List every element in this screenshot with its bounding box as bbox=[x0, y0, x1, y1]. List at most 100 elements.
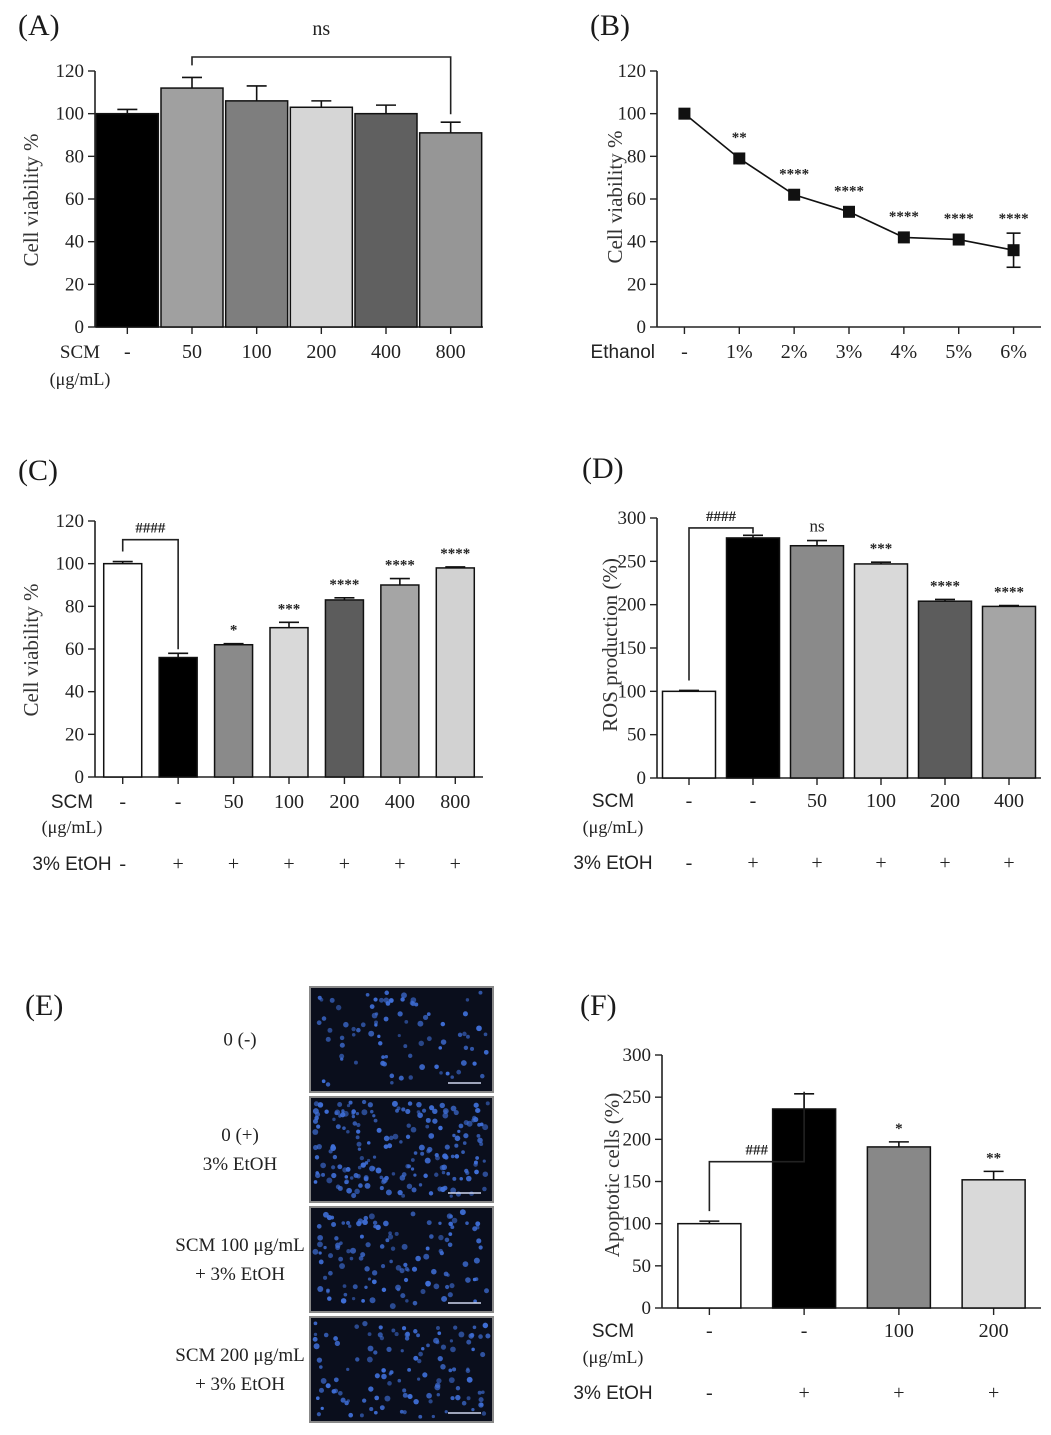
nucleus bbox=[331, 1221, 337, 1227]
nucleus bbox=[459, 1209, 466, 1216]
y-tick-label: 100 bbox=[56, 554, 85, 575]
bar bbox=[435, 567, 476, 778]
x-category-label: - bbox=[801, 1320, 808, 1342]
nucleus bbox=[318, 1259, 324, 1265]
nucleus bbox=[441, 1170, 446, 1175]
nucleus bbox=[440, 1344, 447, 1350]
row-label: Ethanol bbox=[591, 342, 655, 363]
bar bbox=[853, 563, 909, 779]
nucleus bbox=[482, 1186, 487, 1192]
nucleus bbox=[402, 1392, 408, 1398]
nucleus bbox=[459, 1177, 463, 1181]
nucleus bbox=[389, 1370, 394, 1375]
nucleus bbox=[448, 1377, 455, 1384]
x-category-label: 6% bbox=[1000, 341, 1027, 363]
nucleus bbox=[413, 1151, 418, 1155]
nucleus bbox=[425, 1280, 431, 1287]
nucleus bbox=[354, 1324, 360, 1329]
nucleus bbox=[396, 1106, 401, 1111]
nucleus bbox=[420, 1151, 425, 1156]
nucleus bbox=[344, 1400, 349, 1406]
y-tick-label: 50 bbox=[627, 725, 646, 746]
nucleus bbox=[428, 1133, 435, 1139]
nucleus bbox=[313, 1321, 318, 1326]
nucleus bbox=[410, 997, 417, 1003]
y-tick-label: 60 bbox=[65, 639, 84, 660]
significance-label: * bbox=[230, 623, 238, 639]
bracket-label: ns bbox=[312, 18, 330, 40]
nucleus bbox=[416, 1101, 422, 1108]
nucleus bbox=[325, 1036, 331, 1042]
y-tick-label: 250 bbox=[618, 551, 647, 572]
nucleus bbox=[425, 1117, 431, 1123]
nucleus bbox=[451, 1217, 458, 1224]
x-category-label: + bbox=[394, 853, 405, 875]
nucleus bbox=[397, 1378, 402, 1383]
nucleus bbox=[435, 1340, 440, 1345]
x-category-label: 4% bbox=[891, 341, 918, 363]
x-category-label: + bbox=[173, 853, 184, 875]
nucleus bbox=[383, 1135, 390, 1142]
nucleus bbox=[463, 1133, 469, 1139]
nucleus bbox=[373, 997, 378, 1002]
nucleus bbox=[417, 1020, 424, 1027]
nucleus bbox=[450, 1105, 457, 1112]
nucleus bbox=[435, 1155, 440, 1161]
nucleus bbox=[316, 1020, 322, 1026]
nucleus bbox=[379, 1405, 385, 1411]
nucleus bbox=[416, 1110, 421, 1114]
nucleus bbox=[364, 1266, 370, 1272]
nucleus bbox=[480, 1352, 486, 1358]
nucleus bbox=[450, 1187, 457, 1194]
nucleus bbox=[361, 1109, 368, 1116]
nucleus bbox=[383, 997, 390, 1003]
x-category-label: - bbox=[119, 791, 126, 813]
nucleus bbox=[408, 1053, 413, 1059]
nucleus bbox=[471, 1347, 475, 1352]
micrograph-label: + 3% EtOH bbox=[195, 1374, 285, 1395]
data-point bbox=[952, 233, 965, 246]
nucleus bbox=[317, 1286, 324, 1292]
nucleus bbox=[410, 1167, 415, 1171]
nucleus bbox=[317, 1102, 324, 1108]
nucleus bbox=[478, 1334, 483, 1339]
nucleus bbox=[316, 1224, 322, 1229]
nucleus bbox=[364, 1285, 368, 1290]
y-tick-label: 0 bbox=[637, 768, 647, 789]
nucleus bbox=[365, 1242, 371, 1248]
nucleus bbox=[481, 1411, 487, 1416]
nucleus bbox=[469, 1332, 475, 1338]
nucleus bbox=[375, 1224, 381, 1231]
nucleus bbox=[346, 1187, 352, 1194]
nucleus bbox=[417, 1112, 423, 1119]
nucleus bbox=[460, 1060, 467, 1066]
nucleus bbox=[340, 1397, 346, 1403]
nucleus bbox=[479, 1142, 484, 1146]
bar bbox=[961, 1179, 1026, 1309]
y-tick-label: 0 bbox=[75, 767, 85, 788]
x-category-label: + bbox=[228, 853, 239, 875]
nucleus bbox=[332, 1154, 338, 1160]
nucleus bbox=[392, 1133, 399, 1140]
nucleus bbox=[404, 1336, 410, 1341]
nucleus bbox=[348, 1100, 353, 1105]
nucleus bbox=[351, 1032, 356, 1037]
y-tick-label: 300 bbox=[618, 508, 647, 529]
nucleus bbox=[418, 1040, 425, 1047]
nucleus bbox=[372, 1155, 377, 1159]
nucleus bbox=[394, 1231, 399, 1236]
nucleus bbox=[351, 1114, 356, 1119]
x-category-label: 200 bbox=[979, 1320, 1009, 1342]
panel-label-c: (C) bbox=[18, 454, 58, 487]
nucleus bbox=[411, 1187, 417, 1193]
nucleus bbox=[397, 1011, 403, 1017]
bar bbox=[213, 643, 254, 778]
nucleus bbox=[346, 1220, 351, 1226]
nucleus bbox=[367, 1277, 372, 1281]
nucleus bbox=[405, 1108, 411, 1114]
nucleus bbox=[410, 1211, 416, 1217]
nucleus bbox=[314, 1155, 320, 1160]
nucleus bbox=[416, 1333, 420, 1338]
nucleus bbox=[356, 1141, 362, 1147]
nucleus bbox=[450, 1396, 455, 1401]
